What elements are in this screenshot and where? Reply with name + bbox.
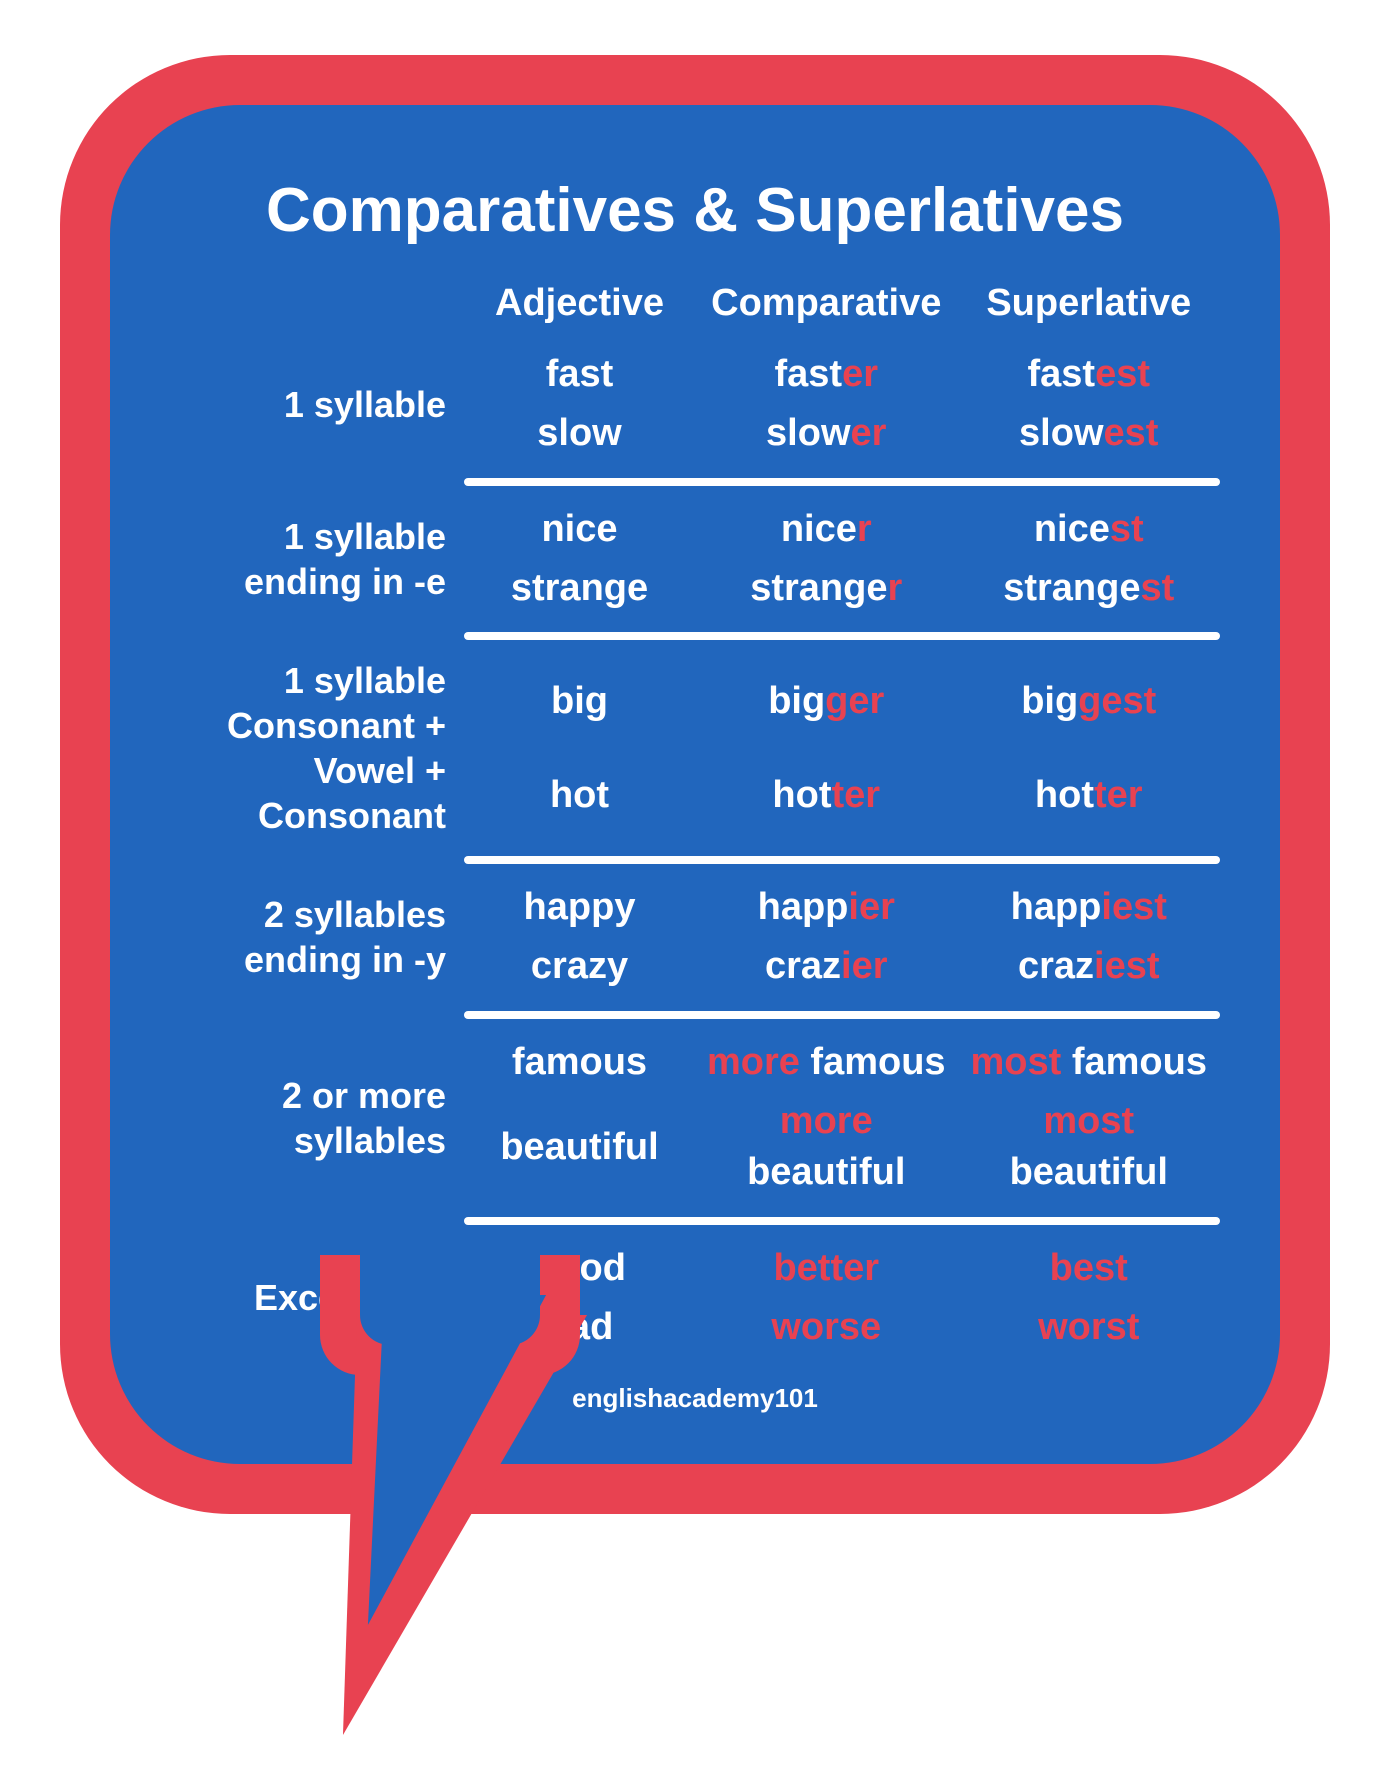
cell-adj: beautiful xyxy=(464,1092,695,1203)
bubble-tail-blend xyxy=(360,1245,540,1345)
table-row: 1 syllable fast faster fastest xyxy=(170,345,1220,404)
cell-comp: stranger xyxy=(695,559,958,618)
separator xyxy=(170,1203,1220,1239)
cell-comp: better xyxy=(695,1239,958,1298)
cell-comp: more beautiful xyxy=(695,1092,958,1203)
cell-sup: most beautiful xyxy=(958,1092,1221,1203)
cell-sup: worst xyxy=(958,1298,1221,1357)
separator xyxy=(170,997,1220,1033)
table-header-row: Adjective Comparative Superlative xyxy=(170,276,1220,345)
cell-comp: faster xyxy=(695,345,958,404)
row-label: 1 syllable Consonant + Vowel + Consonant xyxy=(170,654,464,842)
row-label: 2 or moresyllables xyxy=(170,1033,464,1203)
table-row: 1 syllable Consonant + Vowel + Consonant… xyxy=(170,654,1220,748)
bubble-inner: Comparatives & Superlatives Adjective Co… xyxy=(110,105,1280,1464)
cell-sup: best xyxy=(958,1239,1221,1298)
bubble-outer: Comparatives & Superlatives Adjective Co… xyxy=(60,55,1330,1514)
table-row: 2 or moresyllables famous more famous mo… xyxy=(170,1033,1220,1092)
cell-sup: slowest xyxy=(958,404,1221,463)
grammar-table: Adjective Comparative Superlative 1 syll… xyxy=(170,276,1220,1357)
row-label: 1 syllable xyxy=(170,345,464,464)
cell-comp: bigger xyxy=(695,654,958,748)
cell-sup: nicest xyxy=(958,500,1221,559)
speech-bubble: Comparatives & Superlatives Adjective Co… xyxy=(60,55,1330,1514)
table-row: 1 syllableending in -e nice nicer nicest xyxy=(170,500,1220,559)
cell-comp: slower xyxy=(695,404,958,463)
page-title: Comparatives & Superlatives xyxy=(170,175,1220,246)
col-superlative: Superlative xyxy=(958,276,1221,345)
cell-sup: hotter xyxy=(958,748,1221,842)
cell-comp: nicer xyxy=(695,500,958,559)
cell-sup: happiest xyxy=(958,878,1221,937)
cell-sup: biggest xyxy=(958,654,1221,748)
table-row: 2 syllablesending in -y happy happier ha… xyxy=(170,878,1220,937)
cell-comp: hotter xyxy=(695,748,958,842)
cell-sup: most famous xyxy=(958,1033,1221,1092)
row-label: 2 syllablesending in -y xyxy=(170,878,464,997)
cell-adj: strange xyxy=(464,559,695,618)
cell-sup: strangest xyxy=(958,559,1221,618)
separator xyxy=(170,618,1220,654)
cell-adj: nice xyxy=(464,500,695,559)
credit-text: englishacademy101 xyxy=(170,1383,1220,1414)
cell-adj: fast xyxy=(464,345,695,404)
cell-sup: craziest xyxy=(958,937,1221,996)
cell-adj: big xyxy=(464,654,695,748)
cell-comp: happier xyxy=(695,878,958,937)
cell-adj: slow xyxy=(464,404,695,463)
cell-comp: worse xyxy=(695,1298,958,1357)
cell-adj: hot xyxy=(464,748,695,842)
cell-sup: fastest xyxy=(958,345,1221,404)
cell-adj: happy xyxy=(464,878,695,937)
cell-adj: crazy xyxy=(464,937,695,996)
separator xyxy=(170,464,1220,500)
cell-comp: more famous xyxy=(695,1033,958,1092)
cell-comp: crazier xyxy=(695,937,958,996)
col-adjective: Adjective xyxy=(464,276,695,345)
col-comparative: Comparative xyxy=(695,276,958,345)
separator xyxy=(170,842,1220,878)
row-label: 1 syllableending in -e xyxy=(170,500,464,619)
cell-adj: famous xyxy=(464,1033,695,1092)
